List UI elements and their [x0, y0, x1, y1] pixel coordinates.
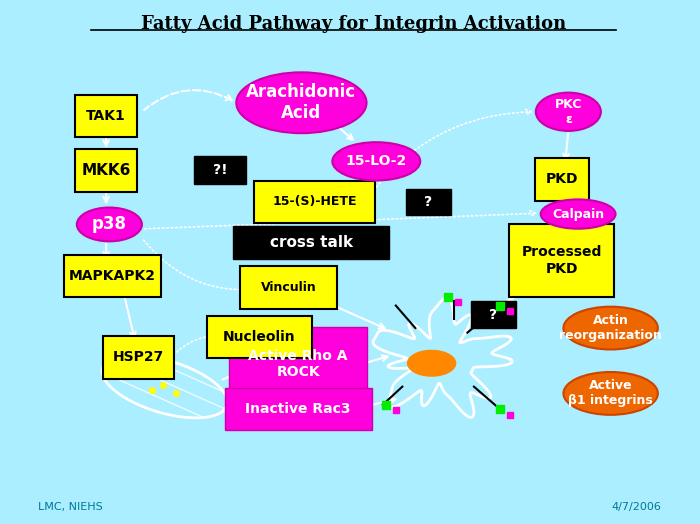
- Text: ?: ?: [424, 195, 433, 209]
- FancyBboxPatch shape: [206, 316, 312, 358]
- FancyBboxPatch shape: [240, 266, 337, 309]
- Text: HSP27: HSP27: [113, 351, 164, 364]
- FancyBboxPatch shape: [195, 156, 246, 184]
- Text: p38: p38: [92, 215, 127, 233]
- Text: MAPKAPK2: MAPKAPK2: [69, 269, 156, 283]
- Text: ?!: ?!: [213, 163, 228, 177]
- Text: Inactive Rac3: Inactive Rac3: [246, 402, 351, 416]
- Text: TAK1: TAK1: [86, 110, 126, 123]
- Ellipse shape: [77, 208, 142, 242]
- FancyBboxPatch shape: [225, 388, 372, 430]
- Text: Calpain: Calpain: [552, 208, 604, 221]
- Text: Actin
reorganization: Actin reorganization: [559, 314, 662, 342]
- FancyBboxPatch shape: [103, 336, 174, 378]
- FancyBboxPatch shape: [253, 181, 375, 223]
- FancyBboxPatch shape: [75, 95, 137, 137]
- Ellipse shape: [564, 372, 658, 415]
- Text: cross talk: cross talk: [270, 235, 353, 250]
- Ellipse shape: [564, 307, 658, 350]
- FancyBboxPatch shape: [229, 327, 368, 401]
- Ellipse shape: [540, 200, 615, 228]
- FancyBboxPatch shape: [535, 158, 589, 201]
- FancyBboxPatch shape: [471, 301, 516, 328]
- FancyBboxPatch shape: [233, 226, 389, 259]
- Ellipse shape: [536, 93, 601, 131]
- Text: PKC
ε: PKC ε: [554, 98, 582, 126]
- Text: PKD: PKD: [545, 172, 578, 187]
- Text: 15-(S)-HETE: 15-(S)-HETE: [272, 195, 357, 209]
- Text: Nucleolin: Nucleolin: [223, 330, 295, 344]
- FancyBboxPatch shape: [75, 149, 137, 192]
- FancyBboxPatch shape: [510, 224, 614, 297]
- Ellipse shape: [332, 142, 420, 180]
- Text: MKK6: MKK6: [81, 163, 131, 178]
- Text: Processed
PKD: Processed PKD: [522, 245, 602, 276]
- Text: LMC, NIEHS: LMC, NIEHS: [38, 503, 104, 512]
- Text: 15-LO-2: 15-LO-2: [346, 155, 407, 168]
- Ellipse shape: [237, 72, 367, 133]
- Text: 4/7/2006: 4/7/2006: [612, 503, 661, 512]
- FancyBboxPatch shape: [406, 189, 451, 215]
- Text: Fatty Acid Pathway for Integrin Activation: Fatty Acid Pathway for Integrin Activati…: [141, 15, 566, 32]
- Text: ?: ?: [489, 308, 498, 322]
- FancyBboxPatch shape: [64, 255, 161, 298]
- Text: Active Rho A
ROCK: Active Rho A ROCK: [248, 349, 348, 379]
- Text: Active
β1 integrins: Active β1 integrins: [568, 379, 653, 408]
- Text: Vinculin: Vinculin: [260, 281, 316, 294]
- Polygon shape: [407, 350, 456, 377]
- Text: Arachidonic
Acid: Arachidonic Acid: [246, 83, 356, 122]
